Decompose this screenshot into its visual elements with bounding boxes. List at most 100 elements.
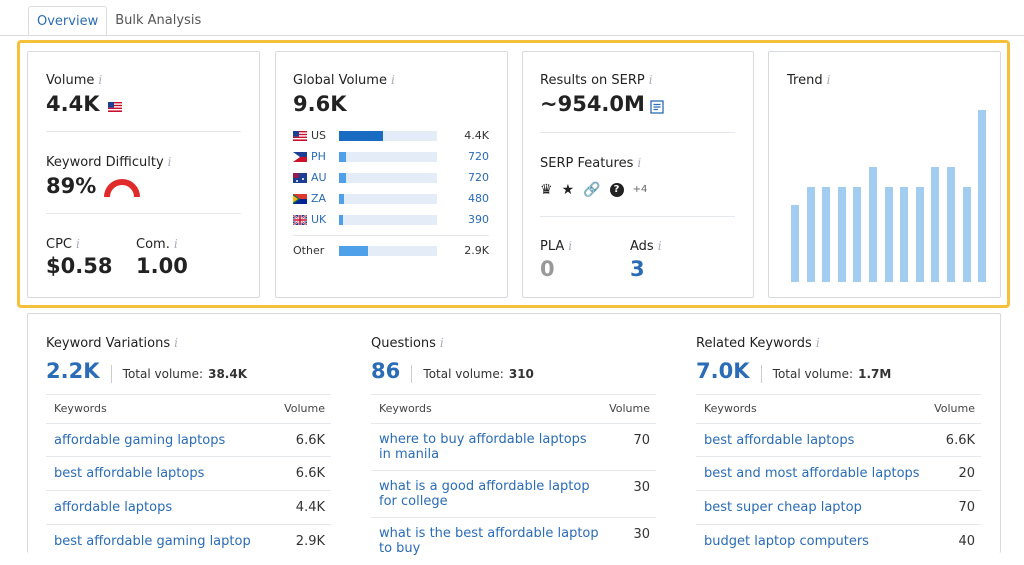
- keyword-link[interactable]: best and most affordable laptops: [704, 466, 920, 481]
- us-flag-icon: [293, 131, 307, 141]
- table-row: best affordable gaming laptop 2.9K: [46, 525, 331, 559]
- keyword-link[interactable]: affordable gaming laptops: [54, 433, 226, 448]
- volume-value-row: 4.4K: [46, 92, 122, 116]
- country-code: UK: [311, 213, 327, 226]
- rk-title: Related Keywords: [696, 336, 812, 351]
- question-link[interactable]: what is a good affordable laptop for col…: [379, 479, 590, 509]
- trend-bar[interactable]: [837, 187, 846, 282]
- kv-count-row: 2.2K Total volume: 38.4K: [46, 359, 247, 383]
- info-icon[interactable]: i: [173, 237, 178, 251]
- rk-count-row: 7.0K Total volume: 1.7M: [696, 359, 891, 383]
- volume-bar: [339, 215, 437, 225]
- info-icon[interactable]: i: [815, 336, 820, 350]
- q-table-header: Keywords Volume: [371, 394, 656, 424]
- q-total-label: Total volume:: [423, 367, 504, 381]
- ph-flag-icon: [293, 152, 307, 162]
- keyword-link[interactable]: best super cheap laptop: [704, 500, 862, 515]
- za-flag-icon: [293, 194, 307, 204]
- info-icon[interactable]: i: [98, 73, 103, 87]
- tab-overview[interactable]: Overview: [28, 6, 108, 36]
- info-icon[interactable]: i: [76, 237, 80, 251]
- table-row: what is a good affordable laptop for col…: [371, 471, 656, 518]
- features-label: SERP Features: [540, 156, 634, 171]
- keyword-volume: 6.6K: [295, 466, 325, 481]
- rk-count[interactable]: 7.0K: [696, 359, 750, 383]
- pla-label: PLA: [540, 239, 565, 254]
- tab-bulk-analysis[interactable]: Bulk Analysis: [115, 13, 202, 28]
- serp-card: Results on SERP i ~954.0M SERP Features i …: [522, 51, 754, 298]
- trend-bar[interactable]: [853, 187, 862, 282]
- country-row-uk[interactable]: UK 390: [293, 213, 489, 227]
- cpc-label-row: CPC i: [46, 233, 80, 252]
- trend-bar[interactable]: [806, 187, 815, 282]
- col-keywords: Keywords: [54, 402, 107, 415]
- rk-title-row: Related Keywords i: [696, 332, 820, 351]
- q-title: Questions: [371, 336, 436, 351]
- divider: [293, 235, 489, 236]
- col-keywords: Keywords: [704, 402, 757, 415]
- info-icon[interactable]: i: [174, 336, 178, 350]
- table-row: what is the best affordable laptop to bu…: [371, 518, 656, 565]
- volume-card: Volume i 4.4K Keyword Difficulty i 89% CPC…: [27, 51, 260, 298]
- link-icon[interactable]: 🔗: [583, 181, 601, 198]
- country-volume: 390: [468, 213, 489, 226]
- trend-bar[interactable]: [884, 187, 893, 282]
- star-icon[interactable]: ★: [561, 181, 575, 198]
- info-icon[interactable]: i: [568, 239, 573, 253]
- table-row: affordable gaming laptops 6.6K: [46, 424, 331, 457]
- keyword-link[interactable]: best affordable laptops: [704, 433, 855, 448]
- keyword-link[interactable]: budget laptop computers: [704, 534, 869, 549]
- country-row-ph[interactable]: PH 720: [293, 150, 489, 164]
- crown-icon[interactable]: ♛: [540, 181, 553, 198]
- country-row-za[interactable]: ZA 480: [293, 192, 489, 206]
- question-link[interactable]: where to buy affordable laptops in manil…: [379, 432, 587, 462]
- trend-bar[interactable]: [978, 110, 987, 282]
- col-volume: Volume: [609, 402, 650, 415]
- info-icon[interactable]: i: [657, 239, 662, 253]
- country-code: PH: [311, 150, 326, 163]
- trend-bar[interactable]: [869, 167, 877, 282]
- info-icon[interactable]: i: [637, 156, 642, 170]
- info-icon[interactable]: i: [167, 155, 172, 169]
- trend-label: Trend: [787, 73, 823, 88]
- serp-document-icon[interactable]: [650, 99, 664, 114]
- trend-bar[interactable]: [962, 187, 971, 282]
- trend-bar[interactable]: [900, 187, 909, 282]
- q-count[interactable]: 86: [371, 359, 401, 383]
- kv-count[interactable]: 2.2K: [46, 359, 100, 383]
- info-icon[interactable]: i: [648, 73, 653, 87]
- trend-bar[interactable]: [822, 187, 831, 282]
- col-volume: Volume: [284, 402, 325, 415]
- com-label: Com.: [136, 237, 170, 252]
- rk-total-value: 1.7M: [858, 367, 892, 381]
- country-volume: 4.4K: [464, 129, 489, 142]
- trend-bar[interactable]: [931, 167, 940, 282]
- question-volume: 30: [633, 527, 650, 542]
- info-icon[interactable]: i: [390, 73, 395, 87]
- trend-bar[interactable]: [947, 167, 955, 282]
- pla-value: 0: [540, 257, 555, 281]
- cpc-label: CPC: [46, 237, 72, 252]
- cpc-value: $0.58: [46, 254, 113, 278]
- com-label-row: Com. i: [136, 233, 178, 252]
- keyword-link[interactable]: best affordable laptops: [54, 466, 205, 481]
- divider: [540, 216, 735, 217]
- keyword-link[interactable]: best affordable gaming laptop: [54, 534, 251, 549]
- country-row-au[interactable]: AU 720: [293, 171, 489, 185]
- question-icon[interactable]: ?: [609, 182, 624, 197]
- trend-card: Trend i: [768, 51, 1001, 298]
- table-row: affordable laptops 4.4K: [46, 491, 331, 525]
- ads-label: Ads: [630, 239, 654, 254]
- trend-bar[interactable]: [791, 205, 799, 282]
- trend-bar[interactable]: [915, 187, 924, 282]
- country-code: US: [311, 129, 327, 142]
- features-label-row: SERP Features i: [540, 152, 641, 171]
- info-icon[interactable]: i: [439, 336, 444, 350]
- info-icon[interactable]: i: [826, 73, 831, 87]
- question-link[interactable]: what is the best affordable laptop to bu…: [379, 526, 599, 556]
- more-features[interactable]: +4: [632, 184, 648, 195]
- country-volume: 720: [468, 171, 489, 184]
- kv-table-header: Keywords Volume: [46, 394, 331, 424]
- ads-value[interactable]: 3: [630, 257, 645, 281]
- keyword-link[interactable]: affordable laptops: [54, 500, 173, 515]
